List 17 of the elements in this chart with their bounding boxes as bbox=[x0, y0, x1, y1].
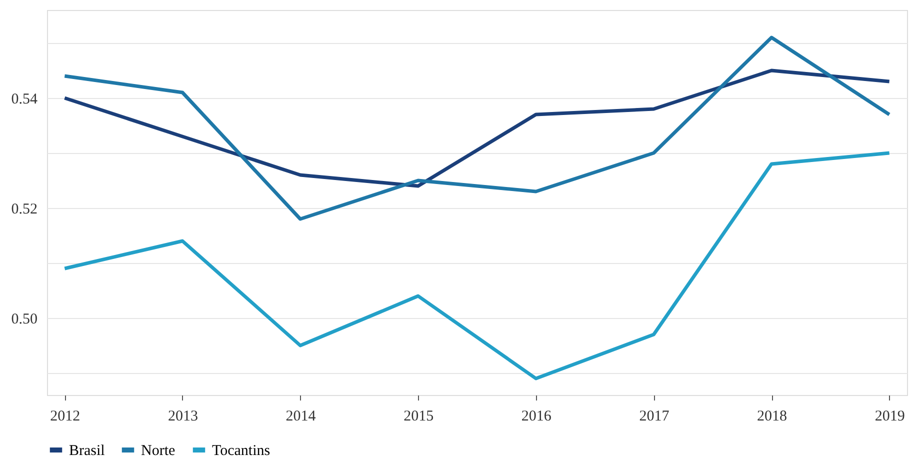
legend-label: Norte bbox=[141, 443, 176, 459]
y-tick-label: 0.52 bbox=[11, 202, 38, 218]
line-series bbox=[62, 68, 892, 188]
y-tick-label: 0.54 bbox=[11, 92, 38, 108]
x-tick-label: 2018 bbox=[757, 408, 788, 424]
x-tick-label: 2017 bbox=[639, 408, 670, 424]
line-series bbox=[62, 36, 892, 221]
x-tick-label: 2012 bbox=[50, 408, 80, 424]
x-tick-label: 2019 bbox=[874, 408, 905, 424]
y-tick-label: 0.50 bbox=[11, 312, 38, 328]
legend-label: Tocantins bbox=[212, 443, 270, 459]
x-tick-label: 2013 bbox=[168, 408, 198, 424]
x-tick-label: 2016 bbox=[521, 408, 552, 424]
x-tick-label: 2015 bbox=[404, 408, 434, 424]
x-tick-label: 2014 bbox=[286, 408, 316, 424]
legend-label: Brasil bbox=[69, 443, 105, 459]
line-series bbox=[62, 151, 892, 380]
